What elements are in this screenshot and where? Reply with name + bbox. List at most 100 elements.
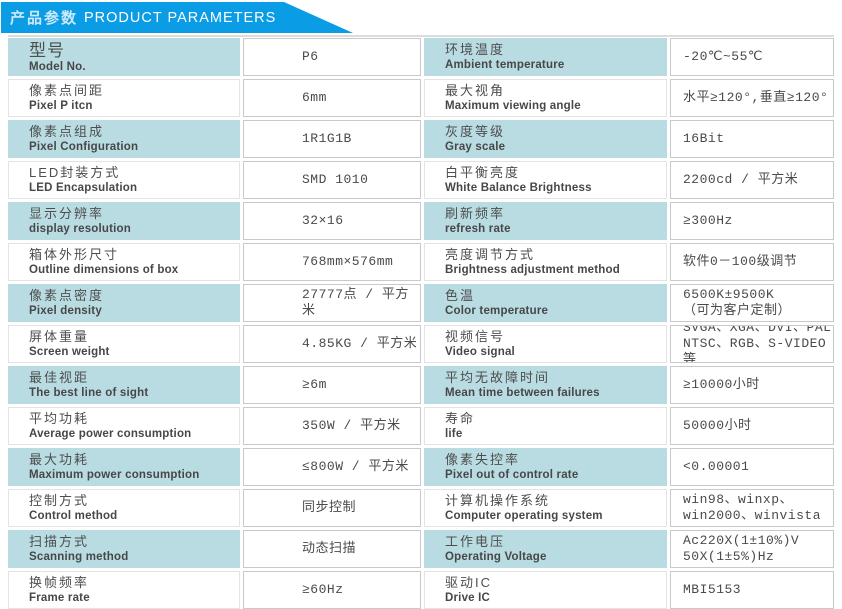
param-value-cell-left: ≤800W / 平方米 xyxy=(243,448,421,486)
param-name-chinese: 最大视角 xyxy=(445,83,506,98)
param-name-chinese: 显示分辨率 xyxy=(29,206,105,221)
param-value-cell-left: 27777点 / 平方米 xyxy=(243,284,421,322)
param-value-cell-left: 同步控制 xyxy=(243,489,421,527)
param-name-english: life xyxy=(445,428,463,440)
param-name-chinese: LED封装方式 xyxy=(29,165,121,180)
param-value-cell-right: <0.00001 xyxy=(670,448,834,486)
param-name-chinese: 扫描方式 xyxy=(29,534,90,549)
param-name-english: Model No. xyxy=(29,60,86,73)
param-name-english: Mean time between failures xyxy=(445,387,600,399)
param-name-chinese: 最大功耗 xyxy=(29,452,90,467)
param-name-english: Screen weight xyxy=(29,346,110,358)
param-value-cell-right: 软件0－100级调节 xyxy=(670,243,834,281)
param-name-english: Outline dimensions of box xyxy=(29,264,179,276)
param-label-cell-right: 工作电压 Operating Voltage xyxy=(424,530,667,568)
param-name-chinese: 型号 xyxy=(29,40,65,60)
param-name-english: Average power consumption xyxy=(29,428,192,440)
param-name-english: Brightness adjustment method xyxy=(445,264,620,276)
param-name-english: Maximum power consumption xyxy=(29,469,200,481)
param-label-cell-left: 平均功耗 Average power consumption xyxy=(8,407,240,445)
param-label-cell-right: 环境温度 Ambient temperature xyxy=(424,38,667,76)
param-name-chinese: 箱体外形尺寸 xyxy=(29,247,120,262)
param-value-cell-left: ≥6m xyxy=(243,366,421,404)
param-value-cell-right: 2200cd / 平方米 xyxy=(670,161,834,199)
param-label-cell-left: 换帧频率 Frame rate xyxy=(8,571,240,609)
param-value-cell-right: win98、winxp、 win2000、winvista xyxy=(670,489,834,527)
param-value-cell-right: -20℃~55℃ xyxy=(670,38,834,76)
param-label-cell-right: 寿命 life xyxy=(424,407,667,445)
param-label-cell-right: 亮度调节方式 Brightness adjustment method xyxy=(424,243,667,281)
param-value-cell-left: SMD 1010 xyxy=(243,161,421,199)
param-value-cell-left: 350W / 平方米 xyxy=(243,407,421,445)
param-label-cell-right: 平均无故障时间 Mean time between failures xyxy=(424,366,667,404)
banner-title-english: PRODUCT PARAMETERS xyxy=(84,9,277,26)
param-name-english: Scanning method xyxy=(29,551,129,563)
param-label-cell-right: 灰度等级 Gray scale xyxy=(424,120,667,158)
param-label-cell-left: 箱体外形尺寸 Outline dimensions of box xyxy=(8,243,240,281)
param-label-cell-right: 白平衡亮度 White Balance Brightness xyxy=(424,161,667,199)
param-name-chinese: 平均无故障时间 xyxy=(445,370,551,385)
param-value-cell-right: 16Bit xyxy=(670,120,834,158)
param-label-cell-left: LED封装方式 LED Encapsulation xyxy=(8,161,240,199)
spec-table: 型号 Model No. P6 环境温度 Ambient temperature… xyxy=(8,35,834,609)
param-name-chinese: 像素点密度 xyxy=(29,288,105,303)
param-label-cell-right: 最大视角 Maximum viewing angle xyxy=(424,79,667,117)
param-name-chinese: 工作电压 xyxy=(445,534,506,549)
param-label-cell-right: 驱动IC Drive IC xyxy=(424,571,667,609)
param-label-cell-left: 像素点组成 Pixel Configuration xyxy=(8,120,240,158)
param-label-cell-left: 最大功耗 Maximum power consumption xyxy=(8,448,240,486)
param-value-cell-right: ≥300Hz xyxy=(670,202,834,240)
param-name-english: The best line of sight xyxy=(29,387,149,399)
param-name-english: Control method xyxy=(29,510,118,522)
param-value-cell-left: 1R1G1B xyxy=(243,120,421,158)
param-value-cell-left: 6mm xyxy=(243,79,421,117)
param-name-english: White Balance Brightness xyxy=(445,182,592,194)
param-name-english: Computer operating system xyxy=(445,510,603,522)
param-name-chinese: 环境温度 xyxy=(445,42,506,57)
param-label-cell-left: 型号 Model No. xyxy=(8,38,240,76)
param-name-chinese: 刷新频率 xyxy=(445,206,506,221)
param-value-cell-left: ≥60Hz xyxy=(243,571,421,609)
param-name-chinese: 驱动IC xyxy=(445,575,493,590)
param-name-chinese: 计算机操作系统 xyxy=(445,493,551,508)
param-value-cell-right: Ac220X(1±10%)V 50X(1±5%)Hz xyxy=(670,530,834,568)
param-value-cell-left: 768mm×576mm xyxy=(243,243,421,281)
param-value-cell-left: 动态扫描 xyxy=(243,530,421,568)
param-name-chinese: 像素失控率 xyxy=(445,452,521,467)
param-value-cell-right: ≥10000小时 xyxy=(670,366,834,404)
param-label-cell-right: 计算机操作系统 Computer operating system xyxy=(424,489,667,527)
param-value-cell-right: 50000小时 xyxy=(670,407,834,445)
param-name-chinese: 寿命 xyxy=(445,411,476,426)
param-name-english: refresh rate xyxy=(445,223,511,235)
param-name-chinese: 换帧频率 xyxy=(29,575,90,590)
param-name-chinese: 平均功耗 xyxy=(29,411,90,426)
param-name-chinese: 亮度调节方式 xyxy=(445,247,536,262)
param-label-cell-right: 色温 Color temperature xyxy=(424,284,667,322)
banner-title-chinese: 产品参数 xyxy=(10,10,79,27)
param-name-english: display resolution xyxy=(29,223,132,235)
param-value-cell-right: SVGA、XGA、DVI、PAL NTSC、RGB、S-VIDEO等 xyxy=(670,325,834,363)
param-name-english: Maximum viewing angle xyxy=(445,100,581,112)
param-name-chinese: 最佳视距 xyxy=(29,370,90,385)
param-value-cell-left: 32×16 xyxy=(243,202,421,240)
param-label-cell-left: 像素点间距 Pixel P itcn xyxy=(8,79,240,117)
param-label-cell-left: 显示分辨率 display resolution xyxy=(8,202,240,240)
param-label-cell-left: 屏体重量 Screen weight xyxy=(8,325,240,363)
param-name-chinese: 像素点组成 xyxy=(29,124,105,139)
param-name-chinese: 像素点间距 xyxy=(29,83,105,98)
param-name-english: Pixel density xyxy=(29,305,102,317)
param-label-cell-right: 刷新频率 refresh rate xyxy=(424,202,667,240)
param-value-cell-right: 6500K±9500K （可为客户定制） xyxy=(670,284,834,322)
param-name-english: Operating Voltage xyxy=(445,551,547,563)
product-parameters-banner: 产品参数 PRODUCT PARAMETERS xyxy=(1,2,353,33)
param-name-chinese: 屏体重量 xyxy=(29,329,90,344)
param-value-cell-right: MBI5153 xyxy=(670,571,834,609)
param-name-english: Pixel P itcn xyxy=(29,100,93,112)
param-name-chinese: 灰度等级 xyxy=(445,124,506,139)
param-name-english: Video signal xyxy=(445,346,515,358)
param-name-english: Frame rate xyxy=(29,592,90,604)
param-label-cell-left: 最佳视距 The best line of sight xyxy=(8,366,240,404)
param-name-english: Gray scale xyxy=(445,141,506,153)
param-name-chinese: 控制方式 xyxy=(29,493,90,508)
param-name-english: Pixel out of control rate xyxy=(445,469,579,481)
